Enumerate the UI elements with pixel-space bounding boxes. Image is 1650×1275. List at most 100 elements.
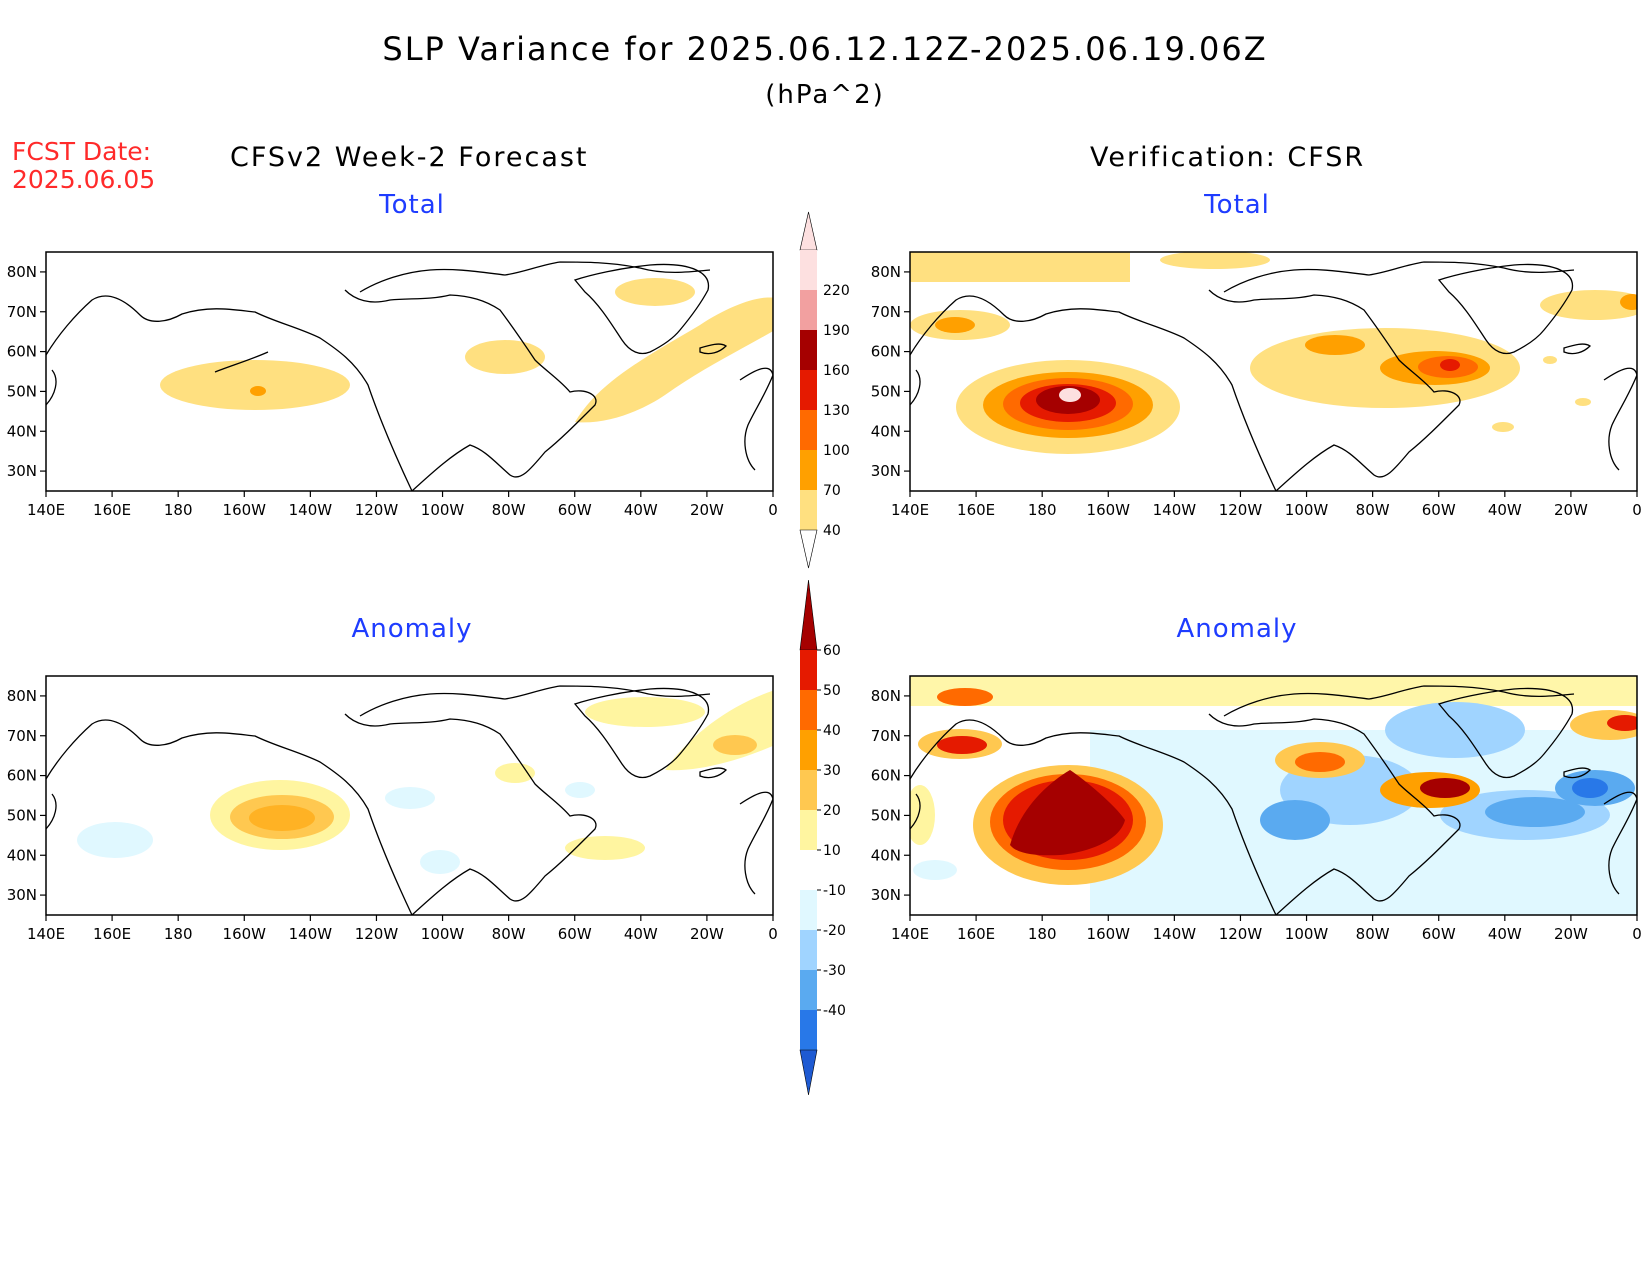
contour-fill xyxy=(495,763,535,783)
contour-fill xyxy=(565,782,595,798)
colorbar-anomaly-boxes xyxy=(799,579,818,1096)
forecast-column-heading: CFSv2 Week-2 Forecast xyxy=(230,142,589,173)
lon-tick-label: 140E xyxy=(27,501,65,519)
coastline xyxy=(910,295,1277,491)
contour-fill xyxy=(1420,778,1470,798)
lat-tick-label: 50N xyxy=(871,806,901,824)
map-frame xyxy=(909,251,1638,492)
lat-tick-label: 30N xyxy=(7,462,37,480)
contour-fill xyxy=(1540,290,1637,320)
lon-tick-label: 60W xyxy=(1422,925,1456,943)
colorbar-swatch xyxy=(800,410,817,450)
lat-tick-label: 70N xyxy=(7,303,37,321)
contour-fill xyxy=(1575,398,1591,406)
colorbar-label: 160 xyxy=(823,363,850,379)
contour-fill xyxy=(1160,252,1270,269)
map-frame xyxy=(45,675,774,916)
contour-fill xyxy=(1485,797,1585,827)
coastline-layer xyxy=(910,685,1637,915)
coastline-layer xyxy=(46,685,773,915)
colorbar-swatch xyxy=(800,930,817,970)
fcst-date-block: FCST Date: 2025.06.05 xyxy=(12,138,155,194)
coastline xyxy=(344,289,597,491)
coastline xyxy=(46,719,413,915)
greenland-outline xyxy=(573,687,710,779)
colorbar-label: 50 xyxy=(823,683,841,699)
lon-tick-label: 120W xyxy=(355,501,399,519)
lon-tick-label: 160E xyxy=(93,501,131,519)
lat-tick-label: 60N xyxy=(871,767,901,785)
colorbar-label: 60 xyxy=(823,643,841,659)
fcst-date-label: FCST Date: xyxy=(12,137,152,166)
lat-tick-label: 80N xyxy=(7,687,37,705)
lon-tick-label: 160W xyxy=(223,925,267,943)
coastline xyxy=(910,719,1277,915)
coastline xyxy=(1603,367,1637,471)
colorbar-swatch xyxy=(800,730,817,770)
colorbar-swatch xyxy=(800,450,817,490)
lon-tick-label: 160W xyxy=(1087,925,1131,943)
lon-tick-label: 160E xyxy=(93,925,131,943)
panel-title-verification-anomaly: Anomaly xyxy=(1176,614,1298,644)
lat-tick-label: 40N xyxy=(871,422,901,440)
lon-tick-label: 100W xyxy=(421,925,465,943)
colorbar-swatch xyxy=(800,250,817,290)
coastline xyxy=(46,369,57,406)
map-forecast-total xyxy=(45,251,774,492)
contour-fill xyxy=(160,360,350,410)
lon-tick-label: 120W xyxy=(355,925,399,943)
lon-tick-label: 180 xyxy=(1028,501,1057,519)
lon-tick-label: 40W xyxy=(624,925,658,943)
panel-title-forecast-anomaly: Anomaly xyxy=(351,614,473,644)
colorbar-arrow-top xyxy=(799,579,818,651)
colorbar-label: 40 xyxy=(823,523,841,539)
colorbar-label: 130 xyxy=(823,403,850,419)
lon-tick-label: 160E xyxy=(957,925,995,943)
lon-tick-label: 180 xyxy=(1028,925,1057,943)
lon-tick-label: 80W xyxy=(492,925,526,943)
lon-tick-label: 100W xyxy=(1285,501,1329,519)
lon-tick-label: 120W xyxy=(1219,501,1263,519)
lon-tick-label: 100W xyxy=(421,501,465,519)
colorbar-label: 10 xyxy=(823,843,841,859)
colorbar-swatch xyxy=(800,970,817,1010)
colorbar-arrow-bottom xyxy=(799,1049,818,1096)
lat-tick-label: 80N xyxy=(871,263,901,281)
lat-tick-label: 80N xyxy=(7,263,37,281)
contour-fill xyxy=(250,386,266,396)
colorbar-total: 220 190 160 130 100 70 40 xyxy=(799,211,850,569)
coastline xyxy=(1208,713,1461,915)
colorbar-swatch xyxy=(800,650,817,690)
contour-fill xyxy=(910,785,935,845)
contour-fill xyxy=(937,736,987,754)
colorbar-label: -40 xyxy=(823,1003,846,1019)
fill-layer-verification-anomaly xyxy=(910,676,1637,915)
lon-tick-label: 60W xyxy=(558,925,592,943)
lat-tick-label: 30N xyxy=(871,886,901,904)
colorbar-swatch xyxy=(800,890,817,930)
lon-tick-label: 40W xyxy=(1488,501,1522,519)
greenland-outline xyxy=(1437,687,1574,779)
contour-fill xyxy=(420,850,460,874)
colorbar-label: 220 xyxy=(823,283,850,299)
coastline xyxy=(1208,289,1461,491)
colorbar-anomaly-labels: 60 50 40 30 20 10 -10 -20 -30 -40 xyxy=(817,643,846,1019)
colorbar-swatch xyxy=(800,370,817,410)
lon-tick-label: 40W xyxy=(1488,925,1522,943)
lat-tick-label: 70N xyxy=(871,727,901,745)
lon-tick-label: 180 xyxy=(164,925,193,943)
colorbar-swatch xyxy=(800,290,817,330)
lon-tick-label: 140W xyxy=(1153,925,1197,943)
lat-tick-label: 30N xyxy=(7,886,37,904)
contour-fill xyxy=(1572,778,1608,798)
lon-tick-label: 0 xyxy=(1632,501,1642,519)
coastline xyxy=(344,713,597,915)
lon-tick-label: 180 xyxy=(164,501,193,519)
coastline xyxy=(739,367,773,471)
iceland-outline xyxy=(1563,767,1592,779)
iceland-outline xyxy=(1563,343,1592,355)
colorbar-label: 100 xyxy=(823,443,850,459)
fcst-date-value: 2025.06.05 xyxy=(12,165,156,194)
coastline xyxy=(359,685,711,717)
lon-tick-label: 120W xyxy=(1219,925,1263,943)
